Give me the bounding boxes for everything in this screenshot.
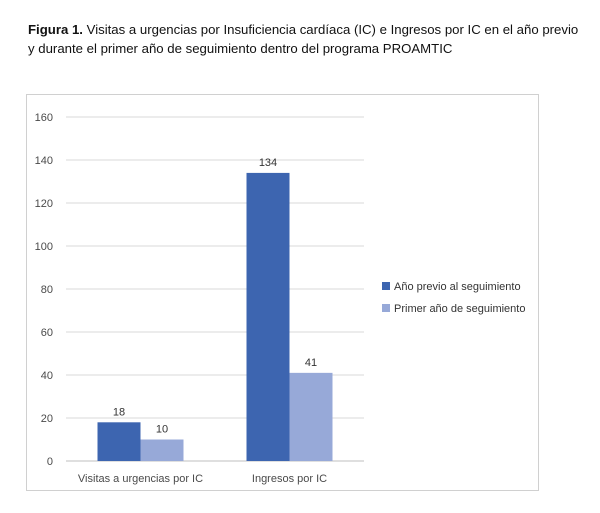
- data-label: 134: [259, 157, 277, 169]
- caption-text: Visitas a urgencias por Insuficiencia ca…: [28, 22, 579, 56]
- x-tick-label: Ingresos por IC: [252, 473, 327, 485]
- y-tick-label: 20: [41, 413, 53, 425]
- legend-label: Primer año de seguimiento: [394, 303, 525, 315]
- y-tick-label: 120: [35, 198, 53, 210]
- figure-caption: Figura 1. Visitas a urgencias por Insufi…: [28, 20, 588, 58]
- legend-swatch: [382, 304, 390, 312]
- bar: [140, 439, 184, 461]
- bar: [246, 172, 290, 461]
- legend-swatch: [382, 282, 390, 290]
- bar: [289, 372, 333, 461]
- y-tick-label: 60: [41, 327, 53, 339]
- data-label: 18: [113, 406, 125, 418]
- y-tick-label: 160: [35, 112, 53, 124]
- data-label: 41: [305, 357, 317, 369]
- data-label: 10: [156, 424, 168, 436]
- bar: [97, 422, 141, 461]
- y-tick-label: 80: [41, 284, 53, 296]
- legend-label: Año previo al seguimiento: [394, 281, 521, 293]
- y-tick-label: 100: [35, 241, 53, 253]
- x-tick-label: Visitas a urgencias por IC: [78, 473, 203, 485]
- y-tick-label: 40: [41, 370, 53, 382]
- y-tick-label: 0: [47, 456, 53, 468]
- caption-label: Figura 1.: [28, 22, 83, 37]
- y-tick-label: 140: [35, 155, 53, 167]
